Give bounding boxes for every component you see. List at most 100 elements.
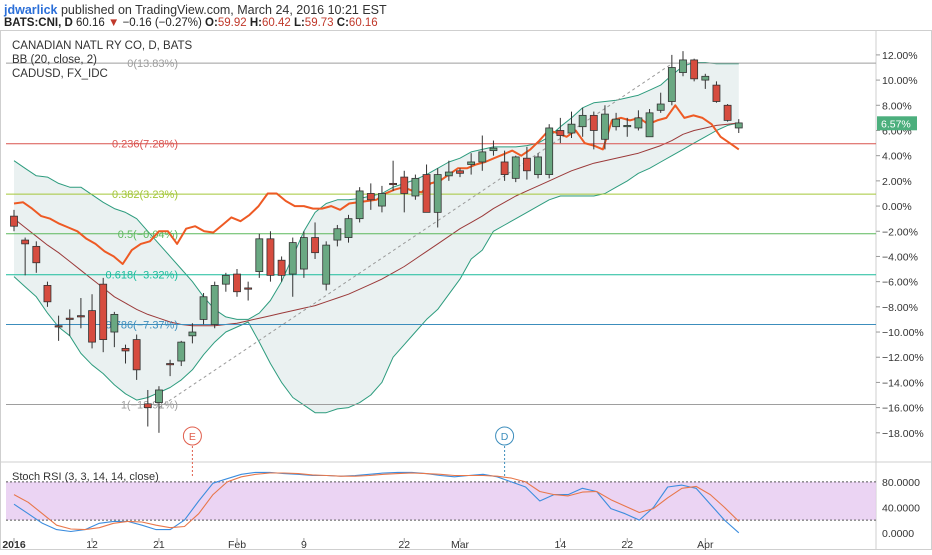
candle-body bbox=[32, 245, 41, 264]
candle bbox=[21, 237, 30, 276]
fib-level-label: 0.786(−7.37%) bbox=[106, 319, 178, 331]
candle bbox=[489, 140, 498, 156]
event-marker-letter: D bbox=[501, 431, 509, 443]
candle bbox=[389, 160, 398, 191]
candle bbox=[567, 111, 576, 139]
price-tick-label: 12.00% bbox=[882, 50, 918, 62]
price-tick-label: −14.00% bbox=[882, 377, 924, 389]
stoch-tick-label: 0.0000 bbox=[882, 528, 914, 540]
candle-body bbox=[511, 156, 520, 179]
event-marker-circle bbox=[182, 426, 202, 446]
stoch-tick-label: 80.0000 bbox=[882, 477, 920, 489]
candle bbox=[110, 311, 119, 348]
candle-body bbox=[623, 125, 632, 128]
candle-body bbox=[612, 118, 620, 128]
fib-level-label: 0.236(7.28%) bbox=[112, 139, 178, 151]
fib-level-label: 0.382(3.23%) bbox=[112, 189, 178, 201]
candle bbox=[166, 359, 175, 377]
candle bbox=[534, 153, 542, 179]
candle-body bbox=[288, 242, 297, 275]
candle-body bbox=[188, 331, 197, 337]
time-tick-label: 22 bbox=[398, 539, 410, 550]
stoch-rsi-pane: Stoch RSI (3, 3, 14, 14, close) 80.0000 40… bbox=[6, 471, 920, 540]
candle-body bbox=[679, 59, 687, 73]
candle bbox=[623, 117, 632, 137]
cadusd-compare-line bbox=[13, 104, 740, 265]
time-tick-label: 21 bbox=[153, 539, 165, 550]
candle bbox=[244, 281, 253, 301]
candle-body bbox=[534, 156, 542, 175]
candle-body bbox=[54, 325, 63, 328]
candle bbox=[322, 241, 331, 291]
high-value: 60.42 bbox=[261, 17, 291, 29]
price-tick-label: −8.00% bbox=[882, 302, 918, 314]
candle-body bbox=[690, 59, 699, 80]
candle-body bbox=[523, 157, 531, 172]
author-link[interactable]: jdwarlick bbox=[4, 3, 58, 17]
candle bbox=[456, 168, 464, 178]
candle bbox=[99, 277, 108, 353]
candle bbox=[645, 109, 654, 138]
candle bbox=[712, 81, 721, 103]
candle bbox=[634, 110, 643, 131]
candle-body bbox=[712, 84, 721, 102]
published-text: published on TradingView.com, March 24, … bbox=[60, 3, 387, 17]
candle-body bbox=[656, 103, 665, 111]
candle-body bbox=[467, 161, 476, 165]
price-tick-label: −12.00% bbox=[882, 352, 924, 364]
time-tick-label: Feb bbox=[228, 539, 246, 550]
candle-body bbox=[422, 174, 431, 213]
candle bbox=[545, 124, 554, 179]
price-tick-label: 0.00% bbox=[882, 201, 912, 213]
candle-body bbox=[344, 218, 353, 238]
time-tick-label: 22 bbox=[621, 539, 633, 550]
price-tick-label: −16.00% bbox=[882, 403, 924, 415]
stoch-band bbox=[6, 481, 876, 521]
candle bbox=[612, 112, 620, 131]
candle-body bbox=[88, 310, 96, 343]
price-tick-label: 10.00% bbox=[882, 75, 918, 87]
candle-body bbox=[601, 113, 609, 140]
bollinger-lower-line bbox=[13, 122, 739, 414]
price-tick-label: 4.00% bbox=[882, 151, 912, 163]
symbol-label: BATS:CNI, D bbox=[4, 17, 73, 29]
low-value: 59.73 bbox=[304, 17, 334, 29]
candle-body bbox=[266, 238, 275, 276]
candle-body bbox=[277, 259, 286, 276]
candle-body bbox=[132, 339, 141, 371]
candle-body bbox=[400, 176, 409, 194]
candle-body bbox=[489, 147, 498, 152]
candle bbox=[500, 150, 509, 181]
candle bbox=[88, 294, 96, 349]
candle-body bbox=[311, 237, 319, 254]
candle bbox=[400, 170, 409, 213]
last-price: 60.16 bbox=[75, 17, 105, 29]
candle-body bbox=[556, 130, 565, 136]
candle bbox=[723, 104, 732, 122]
candle-body bbox=[723, 104, 732, 121]
price-pane: 12.00%10.00%8.00%6.00%4.00%2.00%0.00%−2.… bbox=[0, 30, 932, 550]
candle-body bbox=[166, 363, 175, 366]
candle-body bbox=[21, 239, 30, 245]
close-value: 60.16 bbox=[348, 17, 378, 29]
candle-body bbox=[244, 287, 253, 290]
candle bbox=[523, 146, 531, 180]
candle-body bbox=[567, 123, 576, 134]
chart-area[interactable]: 12.00% 10.00% 8.00% 6.00% 4.00% 2.00% 0.00% −2.… bbox=[0, 30, 932, 551]
candle bbox=[378, 185, 386, 213]
candle-body bbox=[210, 285, 219, 325]
candle-body bbox=[65, 317, 74, 320]
candle-body bbox=[578, 114, 587, 128]
low-label: L: bbox=[293, 17, 305, 29]
down-arrow-icon: ▼ bbox=[107, 17, 120, 29]
candle bbox=[177, 340, 186, 367]
candle-body bbox=[634, 117, 643, 129]
candle bbox=[155, 386, 163, 433]
candle-body bbox=[221, 274, 230, 285]
candle bbox=[511, 155, 520, 183]
candle-body bbox=[378, 193, 386, 207]
price-chart-svg[interactable]: 12.00%10.00%8.00%6.00%4.00%2.00%0.00%−2.… bbox=[0, 30, 932, 551]
current-value-label: 6.57% bbox=[881, 118, 911, 130]
legend-title: CANADIAN NATL RY CO, D, BATS bbox=[12, 40, 193, 52]
candle-body bbox=[545, 127, 554, 175]
